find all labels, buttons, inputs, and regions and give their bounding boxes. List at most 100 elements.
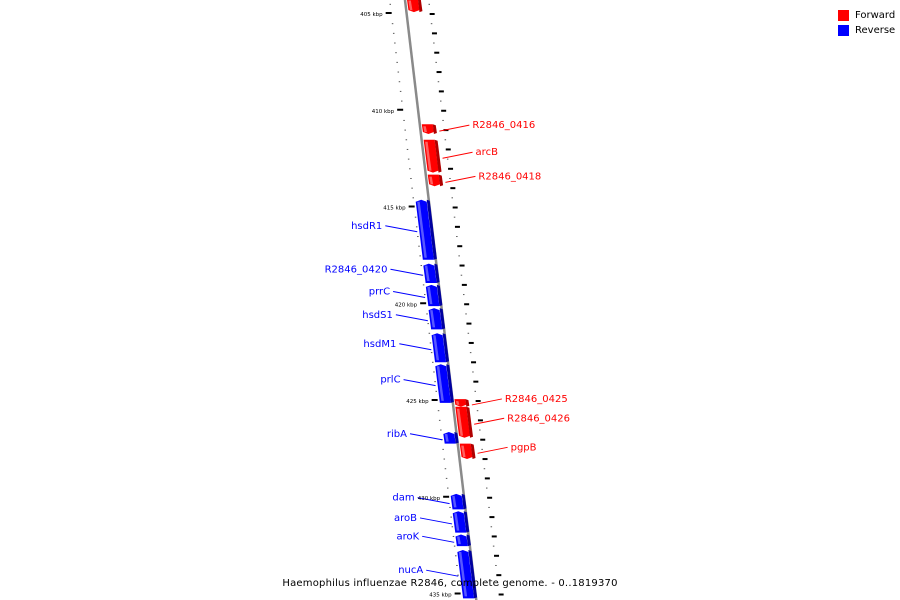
gene-body [443,431,456,444]
reverse-gene: aroK [396,531,471,547]
gene-highlight [461,445,466,458]
reverse-gene: ribA [387,429,459,444]
gene-leader-line [390,268,423,276]
gene-side [466,534,471,547]
gene-leader-line [393,291,426,299]
gene-label: ribA [387,429,407,440]
legend: Forward Reverse [838,8,895,38]
gene-body [427,174,441,187]
gene-label: R2846_0425 [505,394,568,405]
gene-highlight [433,335,440,361]
reverse-gene: R2846_0420 [325,263,440,283]
legend-item-reverse: Reverse [838,23,895,38]
forward-genes: R2846_0416 arcB R2846_0418 R2846_0425 R2846_… [407,0,570,460]
gene-leader-line [422,535,455,543]
gene-leader-line [409,433,443,441]
gene-leader-line [474,417,505,425]
gene-highlight [454,513,460,531]
reverse-gene: aroB [394,511,470,533]
gene-leader-line [426,569,459,577]
tick-label: 405 kbp [360,12,383,18]
gene-label: R2846_0418 [478,171,541,182]
gene-highlight [425,141,432,171]
forward-gene: R2846_0425 [454,394,568,407]
gene-side [465,399,470,407]
gene-label: prlC [380,375,400,386]
reverse-gene: hsdM1 [363,333,450,363]
gene-leader-line [471,398,502,406]
gene-leader-line [477,446,508,454]
gene-label: prrC [369,287,390,298]
tick-label: 410 kbp [372,109,395,115]
gene-side [418,0,423,13]
gene-label: R2846_0420 [325,264,388,275]
gene-leader-line [442,151,473,159]
gene-leader-line [419,517,453,525]
gene-side [434,139,442,173]
forward-gene: R2846_0416 [421,120,535,134]
legend-item-forward: Forward [838,8,895,23]
tick-label: 415 kbp [383,206,406,212]
gene-label: hsdR1 [351,221,382,232]
gene-leader-line [445,175,476,183]
reverse-gene: nucA [398,549,478,599]
forward-gene: arcB [423,139,499,173]
gene-label: aroB [394,513,417,524]
gene-side [468,549,478,599]
gene-highlight [457,536,461,545]
gene-side [442,333,450,363]
gene-label: pgpB [511,442,537,453]
gene-highlight [430,310,436,328]
gene-highlight [455,401,460,405]
gene-highlight [417,201,427,258]
reverse-gene: prlC [380,364,454,403]
reverse-gene: hsdS1 [362,308,446,330]
forward-gene: pgpB [459,442,537,460]
major-ticks [385,12,504,596]
gene-body [421,124,434,134]
gene-label: hsdM1 [363,339,396,350]
gene-label: arcB [476,147,499,158]
gene-side [454,431,459,444]
legend-label-reverse: Reverse [855,25,896,36]
gene-side [461,493,467,510]
gene-leader-line [403,379,436,387]
reverse-gene: dam [392,493,467,510]
gene-leader-line [395,314,428,322]
legend-label-forward: Forward [855,10,896,21]
gene-highlight [424,265,430,281]
tick-label: 430 kbp [418,496,441,502]
forward-gene: R2846_0418 [427,171,541,187]
gene-side [463,511,470,533]
gene-body [455,534,468,547]
forward-swatch [838,10,849,21]
tick-label: 435 kbp [429,593,452,599]
gene-highlight [456,408,464,436]
tick-labels: 405 kbp 410 kbp 415 kbp 420 kbp 425 kbp 430 k… [360,12,452,599]
gene-leader-line [417,497,450,505]
gene-label: dam [392,493,414,504]
gene-label: hsdS1 [362,310,393,321]
gene-side [426,199,437,260]
reverse-swatch [838,25,849,36]
reverse-genes: hsdR1 R2846_0420 prrC hsdS1 hsdM1 prlC ribA dam… [325,199,478,599]
gene-leader-line [399,343,432,351]
gene-highlight [423,126,427,132]
gene-highlight [452,495,457,508]
forward-gene [407,0,423,13]
gene-highlight [444,433,449,442]
gene-label: R2846_0416 [472,120,535,131]
gene-side [432,124,437,134]
reverse-gene: hsdR1 [351,199,437,260]
gene-side [446,364,454,403]
gene-side [439,308,446,330]
gene-side [434,263,440,283]
gene-leader-line [439,124,470,132]
gene-side [466,406,474,438]
gene-highlight [429,176,434,185]
forward-gene: R2846_0426 [455,406,570,438]
reverse-gene: prrC [369,284,443,307]
gene-leader-line [385,225,418,233]
gene-highlight [427,286,433,305]
